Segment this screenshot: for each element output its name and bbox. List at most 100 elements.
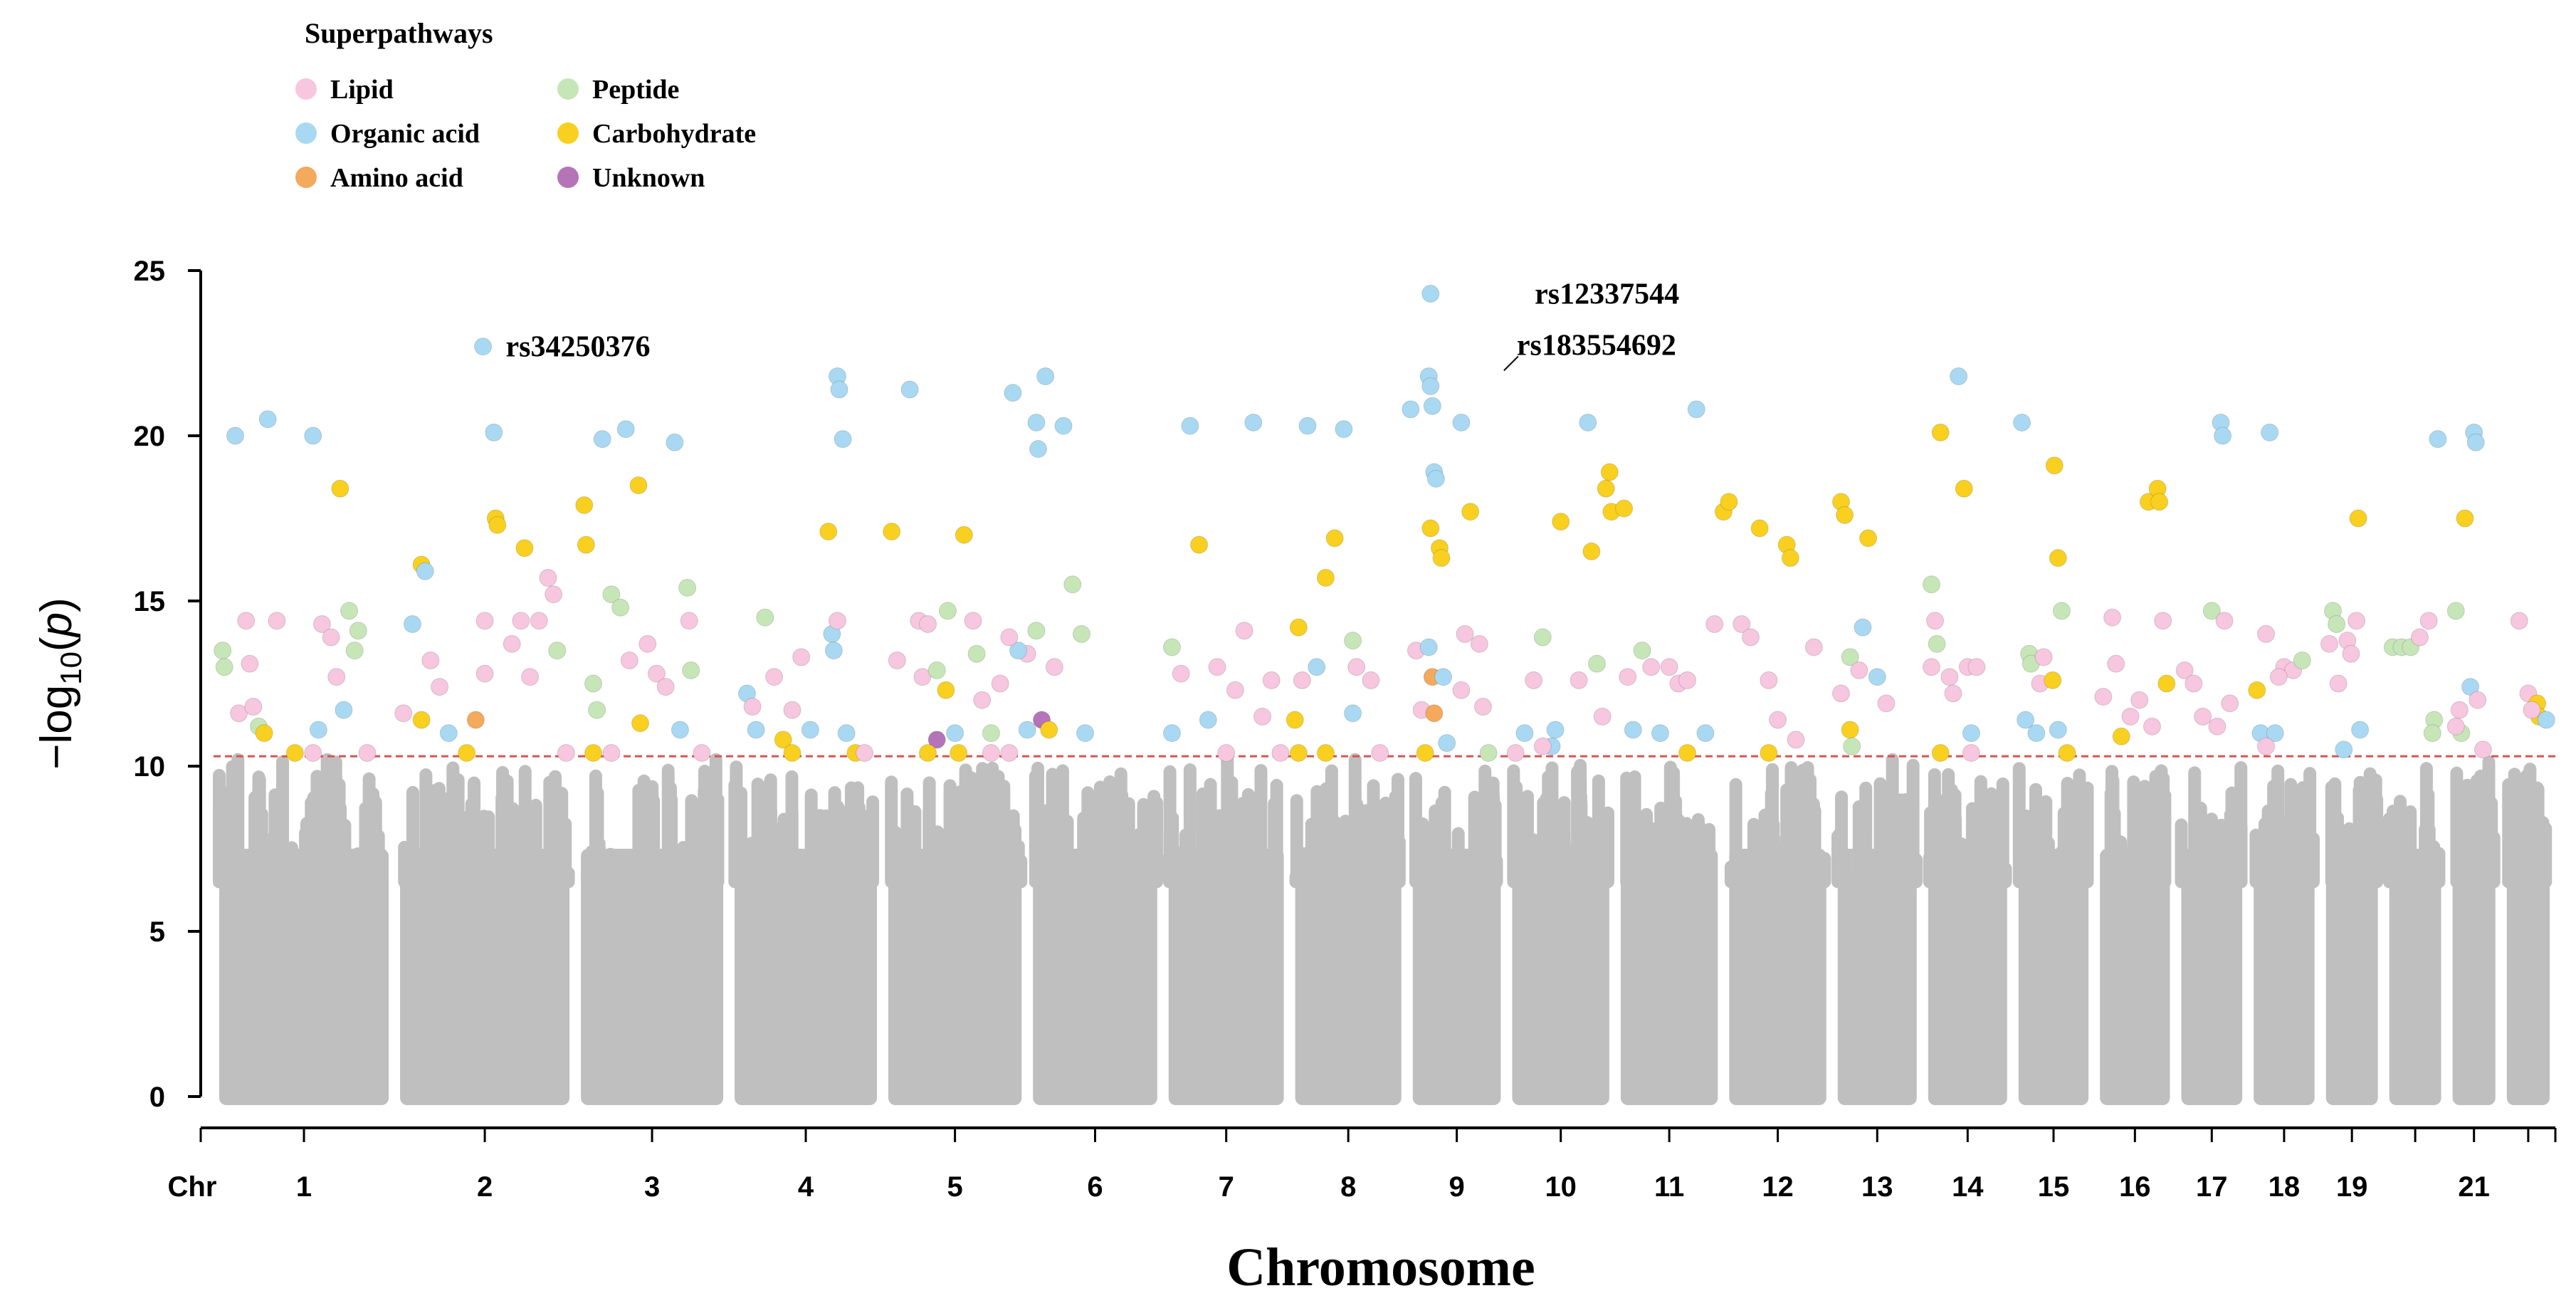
snp-background <box>602 872 616 889</box>
legend-item: Peptide <box>557 75 679 105</box>
snp-point <box>774 731 792 749</box>
snp-point <box>982 743 1000 762</box>
snp-background <box>2153 857 2167 889</box>
snp-background <box>1009 867 1022 889</box>
snp-point <box>545 585 563 604</box>
snp-point <box>1271 743 1290 762</box>
snp-point <box>2107 654 2125 673</box>
snp-point <box>638 634 657 653</box>
snp-point <box>2510 612 2528 630</box>
snp-point <box>1162 638 1181 656</box>
snp-background <box>2020 871 2034 889</box>
snp-background <box>1672 813 1686 889</box>
snp-point <box>1416 743 1434 762</box>
snp-background <box>2404 805 2417 889</box>
snp-background <box>1147 790 1161 889</box>
snp-point <box>548 642 567 660</box>
snp-point <box>439 724 458 743</box>
snp-point <box>327 668 346 686</box>
snp-background <box>399 843 413 889</box>
snp-point <box>1045 658 1063 676</box>
snp-point <box>1769 711 1787 729</box>
snp-point <box>1593 707 1612 726</box>
snp-point <box>2329 674 2348 693</box>
snp-point <box>1452 681 1471 699</box>
snp-background <box>2188 766 2202 889</box>
snp-point <box>503 634 521 653</box>
snp-background <box>677 841 690 889</box>
snp-background <box>1965 802 1979 889</box>
snp-point <box>1506 743 1525 762</box>
snp-point <box>2044 671 2062 689</box>
chromosome-body <box>1729 849 1826 1105</box>
chromosome-body <box>2452 849 2496 1105</box>
snp-background <box>1468 790 1481 889</box>
snp-point <box>629 476 648 495</box>
snp-point <box>1402 400 1420 419</box>
snp-background <box>1557 805 1570 889</box>
y-tick-label: 20 <box>134 421 166 452</box>
snp-point <box>919 614 937 633</box>
snp-point <box>801 721 819 739</box>
snp-background <box>1767 817 1780 889</box>
snp-background <box>221 786 235 889</box>
snp-point <box>1660 658 1678 676</box>
snp-background <box>251 851 264 889</box>
snp-point <box>2257 624 2276 643</box>
snp-point <box>2446 602 2465 620</box>
snp-point <box>584 743 603 762</box>
snp-point <box>1190 535 1209 554</box>
snp-point <box>2049 721 2067 739</box>
snp-point <box>2214 427 2232 445</box>
chromosome-body <box>2181 849 2243 1105</box>
snp-point <box>967 644 986 663</box>
snp-point <box>2320 634 2338 653</box>
snp-background <box>750 869 764 889</box>
snp-point <box>1841 648 1859 666</box>
snp-point <box>1421 377 1440 395</box>
snp-background <box>2288 857 2301 889</box>
snp-point <box>1362 671 1380 689</box>
snp-background <box>711 792 725 889</box>
snp-point <box>682 661 700 679</box>
snp-background <box>2266 820 2280 889</box>
snp-point <box>747 721 765 739</box>
snp-point <box>834 430 852 449</box>
snp-point <box>856 743 874 762</box>
snp-background <box>1592 774 1605 889</box>
snp-point <box>2052 602 2071 620</box>
snp-point <box>950 743 968 762</box>
snp-background <box>1816 864 1829 889</box>
legend-item: Organic acid <box>295 119 480 149</box>
x-tick-label: 4 <box>798 1171 814 1203</box>
chromosome-body <box>400 849 570 1105</box>
snp-background <box>2105 765 2118 889</box>
snp-background <box>231 753 245 889</box>
snp-background <box>1206 823 1220 889</box>
snp-point <box>421 652 440 670</box>
snp-point <box>1018 721 1036 739</box>
snp-point <box>1438 734 1456 753</box>
snp-point <box>2523 701 2541 719</box>
legend-label: Peptide <box>592 75 679 105</box>
snp-point <box>792 648 811 666</box>
snp-point <box>512 612 530 630</box>
x-tick-label: 7 <box>1219 1171 1234 1203</box>
snp-point <box>1308 658 1326 676</box>
snp-point <box>1804 638 1823 656</box>
snp-point <box>474 338 493 356</box>
snp-background <box>422 866 436 889</box>
x-axis: 1 2 3 4 5 6 7 8 9 10 11 12 13 14 15 16 17 18 19 21 Chr Chro… <box>168 1126 2557 1297</box>
x-tick-label: 1 <box>296 1171 312 1203</box>
snp-point <box>937 681 955 699</box>
snp-point <box>2058 743 2076 762</box>
y-axis: 0 5 10 15 20 25 −log10(p) <box>32 256 202 1113</box>
snp-point <box>1950 367 1968 385</box>
snp-point <box>394 704 413 723</box>
snp-point <box>2185 674 2203 693</box>
snp-background <box>477 810 490 889</box>
snp-point <box>2154 612 2172 630</box>
snp-background <box>2069 807 2083 889</box>
snp-background <box>992 770 1005 889</box>
snp-point <box>1877 694 1896 713</box>
